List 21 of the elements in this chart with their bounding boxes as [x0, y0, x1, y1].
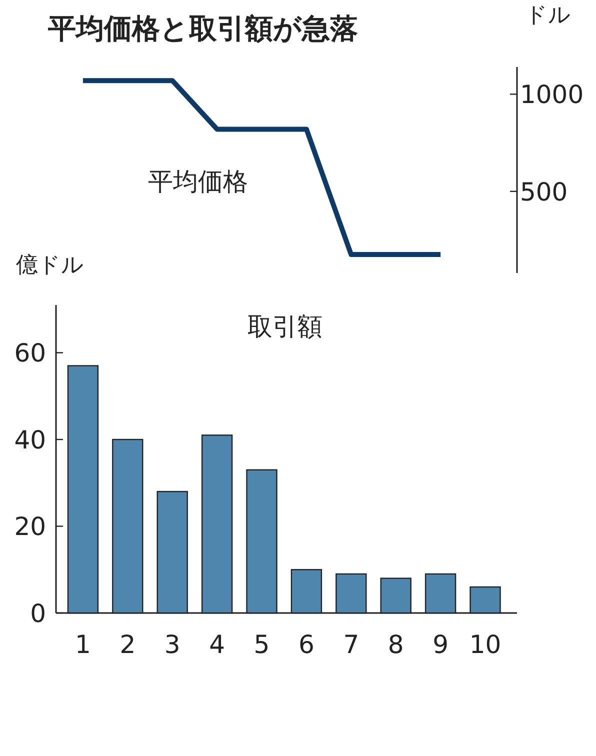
y-axis-title: ドル — [525, 3, 571, 28]
x-tick-label: 6 — [298, 630, 314, 659]
y-axis-title: 億ドル — [16, 253, 84, 278]
x-tick-label: 8 — [388, 630, 404, 659]
y-tick-label: 500 — [520, 177, 568, 206]
series-label: 平均価格 — [148, 167, 248, 196]
y-tick-label: 40 — [14, 425, 46, 454]
y-tick-label: 20 — [14, 512, 46, 542]
x-tick-label: 9 — [432, 630, 449, 659]
chart-title: 平均価格と取引額が急落 — [47, 12, 358, 45]
x-tick-label: 2 — [120, 630, 136, 659]
y-tick-label: 60 — [14, 338, 46, 368]
x-tick-label: 5 — [254, 630, 270, 659]
x-tick-label: 4 — [209, 630, 226, 659]
x-tick-label: 3 — [164, 630, 180, 659]
text: 取引額 — [248, 312, 322, 341]
x-tick-label: 7 — [343, 630, 360, 659]
y-tick-label: 0 — [30, 599, 46, 628]
x-tick-label: 1 — [74, 630, 91, 659]
y-tick-label: 1000 — [520, 80, 584, 110]
x-tick-label: 10 — [469, 630, 502, 659]
